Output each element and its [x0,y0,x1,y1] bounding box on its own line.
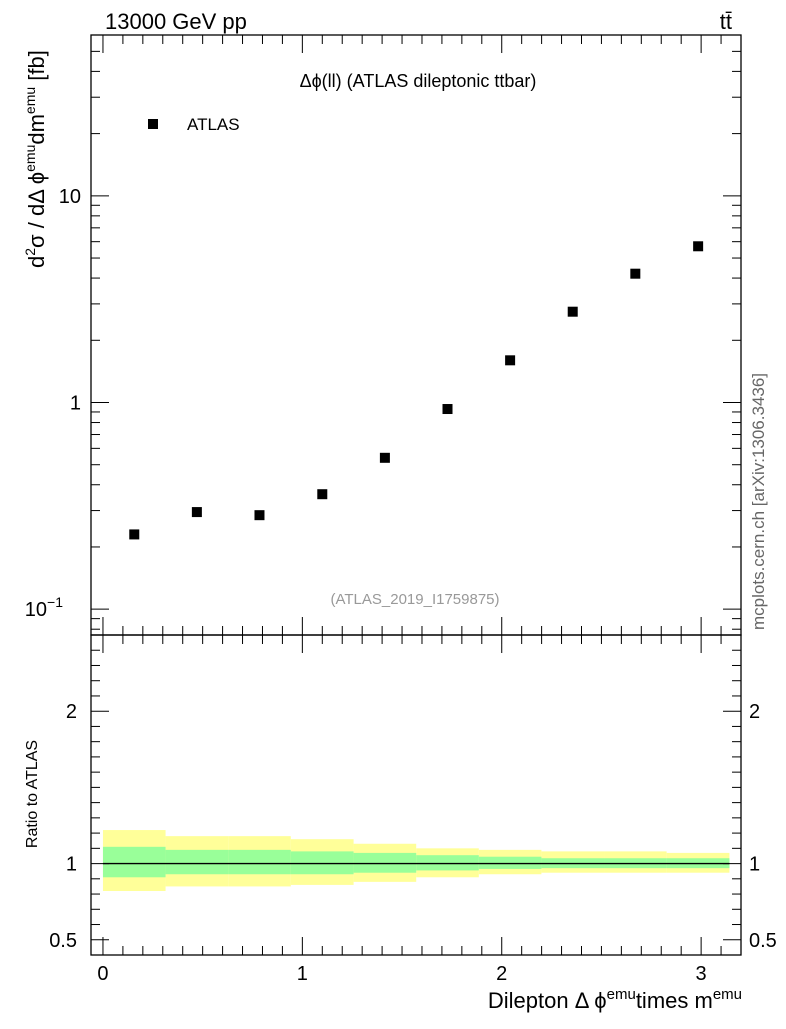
green-band-segment [478,856,542,869]
data-point [693,241,704,252]
x-tick-label: 2 [496,963,507,985]
ratio-y-tick-label-right: 2 [749,701,760,723]
ratio-y-axis-label: Ratio to ATLAS [24,740,41,848]
ratio-y-tick-label: 1 [66,854,77,876]
green-band-segment [290,851,354,875]
x-tick-label: 0 [97,963,108,985]
analysis-label: (ATLAS_2019_I1759875) [330,591,499,608]
ratio-y-tick-label: 0.5 [49,930,77,952]
uncertainty-bands [102,830,730,891]
upper-axis-ticks: 10−1 1 10 [25,34,742,635]
data-point [317,489,328,500]
ratio-y-tick-label: 2 [66,701,77,723]
data-markers [129,241,704,540]
upper-y-axis-label: d2σ / dΔ ϕemudmemu [fb] [22,50,49,268]
ratio-y-tick-label-right: 1 [749,854,760,876]
x-tick-label: 3 [696,963,707,985]
mcplots-label: mcplots.cern.ch [arXiv:1306.3436] [749,373,768,630]
green-band-segment [353,852,417,873]
data-point [505,355,516,366]
green-band-segment [416,855,479,871]
legend-marker [148,119,158,129]
upper-y-tick-label: 10−1 [25,594,63,621]
lower-axis-ticks: 0.5 0.5 1 1 2 2 0 1 2 3 [49,634,777,985]
upper-y-tick-label: 10 [59,186,81,208]
upper-y-tick-label: 1 [70,393,81,415]
data-point [630,268,641,279]
data-point [254,510,265,521]
data-point [567,306,578,317]
x-axis-label: Dilepton Δ ϕemutimes memu [488,986,742,1013]
green-band-segment [102,846,166,878]
energy-label: 13000 GeV pp [105,9,247,34]
upper-plot-title: Δϕ(ll) (ATLAS dileptonic ttbar) [300,71,537,91]
data-point [442,404,453,415]
green-band-segment [165,849,229,875]
lower-frame [90,634,742,956]
data-point [129,529,140,540]
data-point [191,507,202,518]
green-band-segment [228,849,291,875]
data-point [379,452,390,463]
x-tick-label: 1 [297,963,308,985]
ratio-y-tick-label-right: 0.5 [749,930,777,952]
legend-label: ATLAS [187,115,240,134]
process-label: tt̄ [720,9,732,34]
